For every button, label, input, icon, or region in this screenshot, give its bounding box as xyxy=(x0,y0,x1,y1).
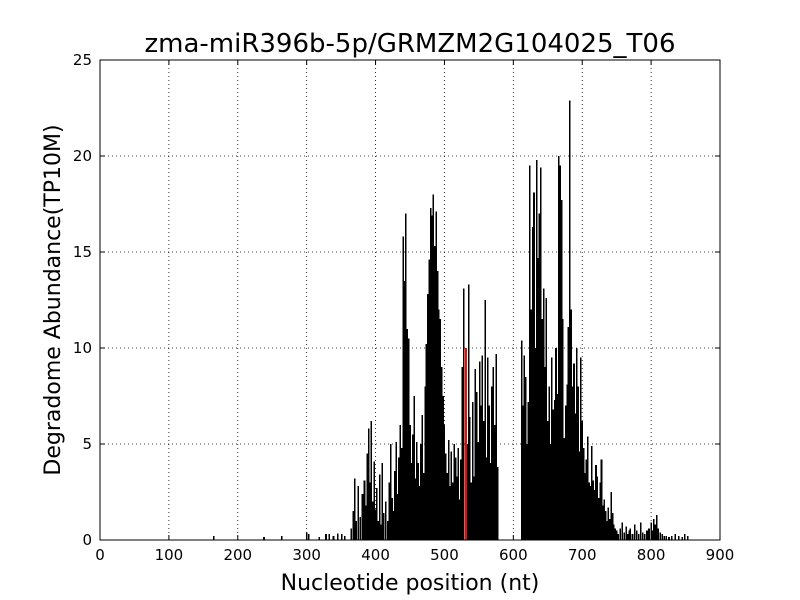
y-tick-label: 20 xyxy=(73,147,92,165)
x-tick-label: 500 xyxy=(430,546,459,564)
y-axis-label: Degradome Abundance(TP10M) xyxy=(41,124,66,475)
x-tick-label: 900 xyxy=(706,546,735,564)
y-tick-label: 10 xyxy=(73,339,92,357)
axis-ticks: 0 100 200 300 400 500 600 700 800 900 0 5 10 15 20 25 xyxy=(73,51,734,564)
x-tick-label: 0 xyxy=(95,546,105,564)
x-tick-label: 200 xyxy=(223,546,252,564)
plot-frame xyxy=(99,59,721,541)
x-tick-label: 600 xyxy=(499,546,528,564)
y-tick-label: 25 xyxy=(73,51,92,69)
y-tick-label: 5 xyxy=(82,435,92,453)
x-tick-label: 800 xyxy=(637,546,666,564)
x-tick-label: 700 xyxy=(568,546,597,564)
x-tick-label: 400 xyxy=(361,546,390,564)
bar-series xyxy=(212,100,689,540)
x-axis-label: Nucleotide position (nt) xyxy=(281,571,540,596)
y-tick-label: 0 xyxy=(82,531,92,549)
chart-title: zma-miR396b-5p/GRMZM2G104025_T06 xyxy=(144,29,675,59)
y-tick-label: 15 xyxy=(73,243,92,261)
x-tick-label: 300 xyxy=(292,546,321,564)
x-tick-label: 100 xyxy=(155,546,184,564)
